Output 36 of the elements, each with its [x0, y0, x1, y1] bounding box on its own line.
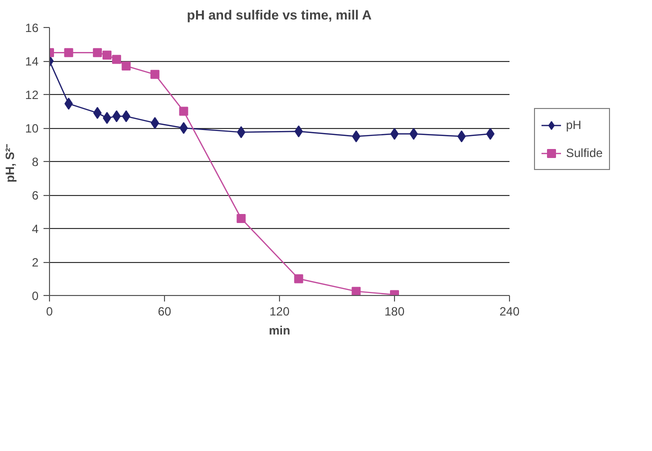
point [112, 110, 121, 122]
y-tick-label: 8 [32, 155, 39, 169]
y-tick-label: 4 [32, 222, 39, 236]
point [150, 70, 160, 79]
x-tick-label: 240 [499, 304, 520, 318]
y-tick-label: 10 [25, 122, 39, 136]
x-tick-label: 120 [269, 304, 290, 318]
x-tick-label: 180 [384, 304, 405, 318]
x-tick-label: 0 [46, 304, 54, 318]
point [390, 128, 399, 140]
point [150, 116, 160, 129]
y-axis-title: pH, S²⁻ [3, 144, 18, 182]
point [102, 112, 112, 124]
point [457, 130, 466, 142]
x-axis-title: min [268, 324, 290, 338]
point [352, 286, 361, 296]
point [122, 62, 131, 71]
point [294, 274, 304, 284]
legend-label: Sulfide [566, 146, 603, 160]
y-tick-label: 0 [32, 289, 39, 303]
point [93, 106, 102, 119]
chart-title: pH and sulfide vs time, mill A [186, 8, 372, 22]
legend-label: pH [566, 118, 582, 132]
point [112, 54, 122, 64]
point [179, 106, 188, 116]
x-tick-label: 60 [158, 304, 172, 318]
y-tick-label: 2 [32, 256, 39, 270]
point [236, 214, 246, 223]
point [92, 48, 102, 58]
point [102, 50, 112, 60]
y-tick-label: 6 [32, 188, 39, 202]
y-tick-label: 12 [25, 88, 39, 102]
point [180, 122, 188, 134]
point [64, 48, 74, 58]
y-tick-label: 16 [25, 21, 39, 35]
y-tick-label: 14 [25, 54, 39, 68]
